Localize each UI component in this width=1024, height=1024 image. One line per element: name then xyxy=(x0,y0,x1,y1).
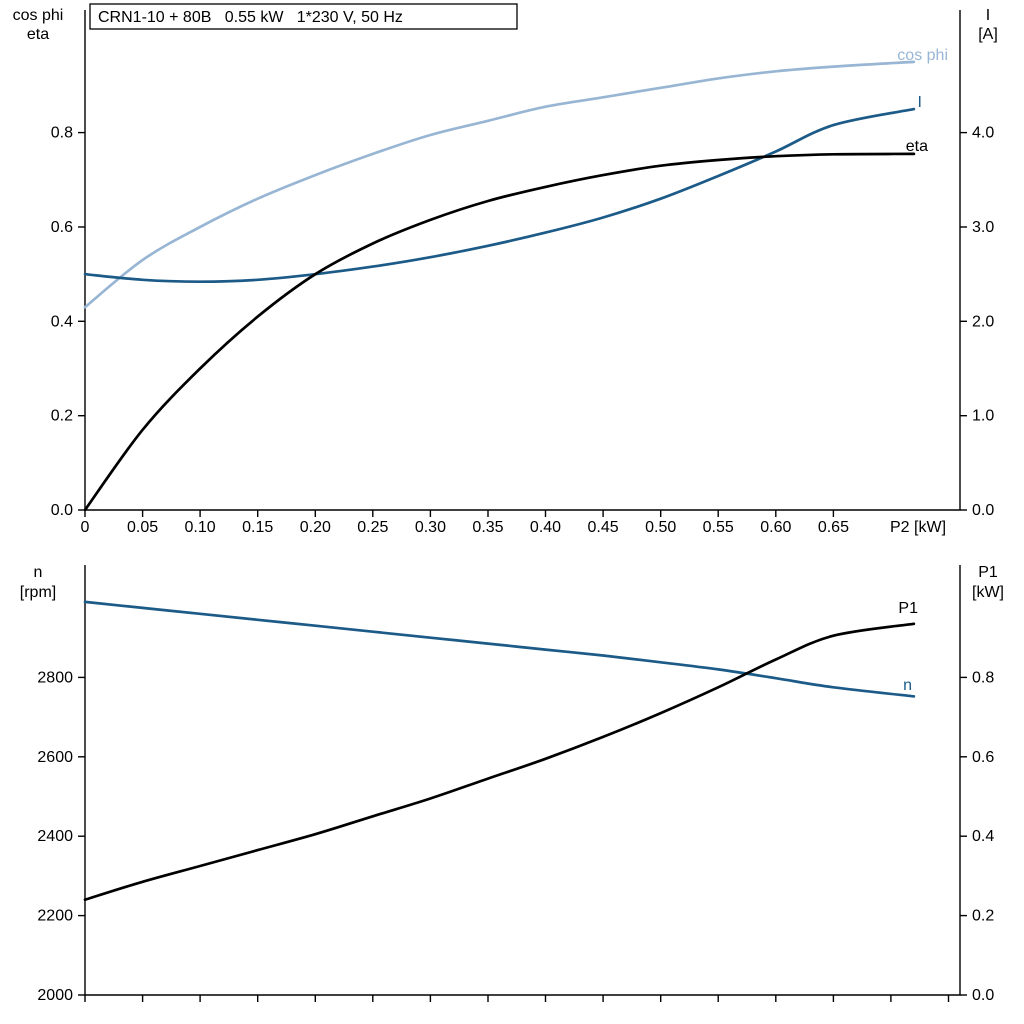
right-axis-title: P1 xyxy=(978,564,998,581)
x-tick-label: 0.60 xyxy=(760,519,791,536)
right-tick-label: 1.0 xyxy=(972,408,994,425)
right-axis-title: [kW] xyxy=(972,584,1004,601)
curve-label-P1: P1 xyxy=(898,600,918,617)
curve-label-cos-phi: cos phi xyxy=(897,47,948,64)
left-tick-label: 0.6 xyxy=(51,219,73,236)
x-tick-label: 0.05 xyxy=(127,519,158,536)
right-tick-label: 3.0 xyxy=(972,219,994,236)
left-tick-label: 2200 xyxy=(37,908,73,925)
x-tick-label: 0 xyxy=(81,519,90,536)
curve-eta xyxy=(83,152,916,512)
left-tick-label: 2800 xyxy=(37,669,73,686)
left-tick-label: 0.0 xyxy=(51,502,73,519)
axes-frame xyxy=(84,565,961,996)
curve-label-I: I xyxy=(918,94,922,111)
x-tick-label: 0.50 xyxy=(645,519,676,536)
right-tick-label: 0.8 xyxy=(972,669,994,686)
curve-label-eta: eta xyxy=(906,138,928,155)
title-box xyxy=(89,3,518,30)
chart-top: 0 0.05 0.10 0.15 0.20 0.25 0.30 0.35 0.40 0.45 0.5… xyxy=(13,3,998,536)
x-tick-label: 0.15 xyxy=(242,519,273,536)
curve-label-n: n xyxy=(903,677,912,694)
x-tick-label: 0.25 xyxy=(357,519,388,536)
chart-title: CRN1-10 + 80B 0.55 kW 1*230 V, 50 Hz xyxy=(98,9,403,26)
right-tick-label: 2.0 xyxy=(972,313,994,330)
right-tick-label: 0.2 xyxy=(972,908,994,925)
curve-n xyxy=(83,600,916,698)
curve-P1 xyxy=(83,622,916,902)
curve-cos-phi xyxy=(83,60,916,309)
left-axis-title: n xyxy=(34,564,43,581)
chart-bottom: 2000 2200 2400 2600 2800 0.0 0.2 0.4 0.6 0.8 n [rpm… xyxy=(20,564,1004,1004)
axes-frame xyxy=(84,10,961,511)
left-tick-label: 2000 xyxy=(37,987,73,1004)
x-tick-label: 0.40 xyxy=(530,519,561,536)
right-tick-label: 0.4 xyxy=(972,828,994,845)
left-tick-label: 2600 xyxy=(37,749,73,766)
x-axis-unit-label: P2 [kW] xyxy=(890,519,946,536)
x-tick-label: 0.65 xyxy=(818,519,849,536)
right-tick-label: 0.6 xyxy=(972,749,994,766)
right-axis-title: I xyxy=(986,7,990,24)
x-tick-label: 0.10 xyxy=(185,519,216,536)
x-tick-label: 0.20 xyxy=(300,519,331,536)
left-axis-title: cos phi xyxy=(13,7,64,24)
curve-I xyxy=(83,107,916,284)
x-tick-label: 0.30 xyxy=(415,519,446,536)
x-tick-label: 0.45 xyxy=(588,519,619,536)
right-tick-label: 0.0 xyxy=(972,987,994,1004)
right-tick-label: 4.0 xyxy=(972,125,994,142)
left-tick-label: 0.8 xyxy=(51,125,73,142)
right-axis-title: [A] xyxy=(978,26,998,43)
left-tick-label: 0.2 xyxy=(51,408,73,425)
right-tick-label: 0.0 xyxy=(972,502,994,519)
left-axis-title: [rpm] xyxy=(20,584,56,601)
left-tick-label: 0.4 xyxy=(51,313,73,330)
left-tick-label: 2400 xyxy=(37,828,73,845)
x-tick-label: 0.55 xyxy=(703,519,734,536)
x-tick-label: 0.35 xyxy=(472,519,503,536)
left-axis-title: eta xyxy=(27,26,49,43)
